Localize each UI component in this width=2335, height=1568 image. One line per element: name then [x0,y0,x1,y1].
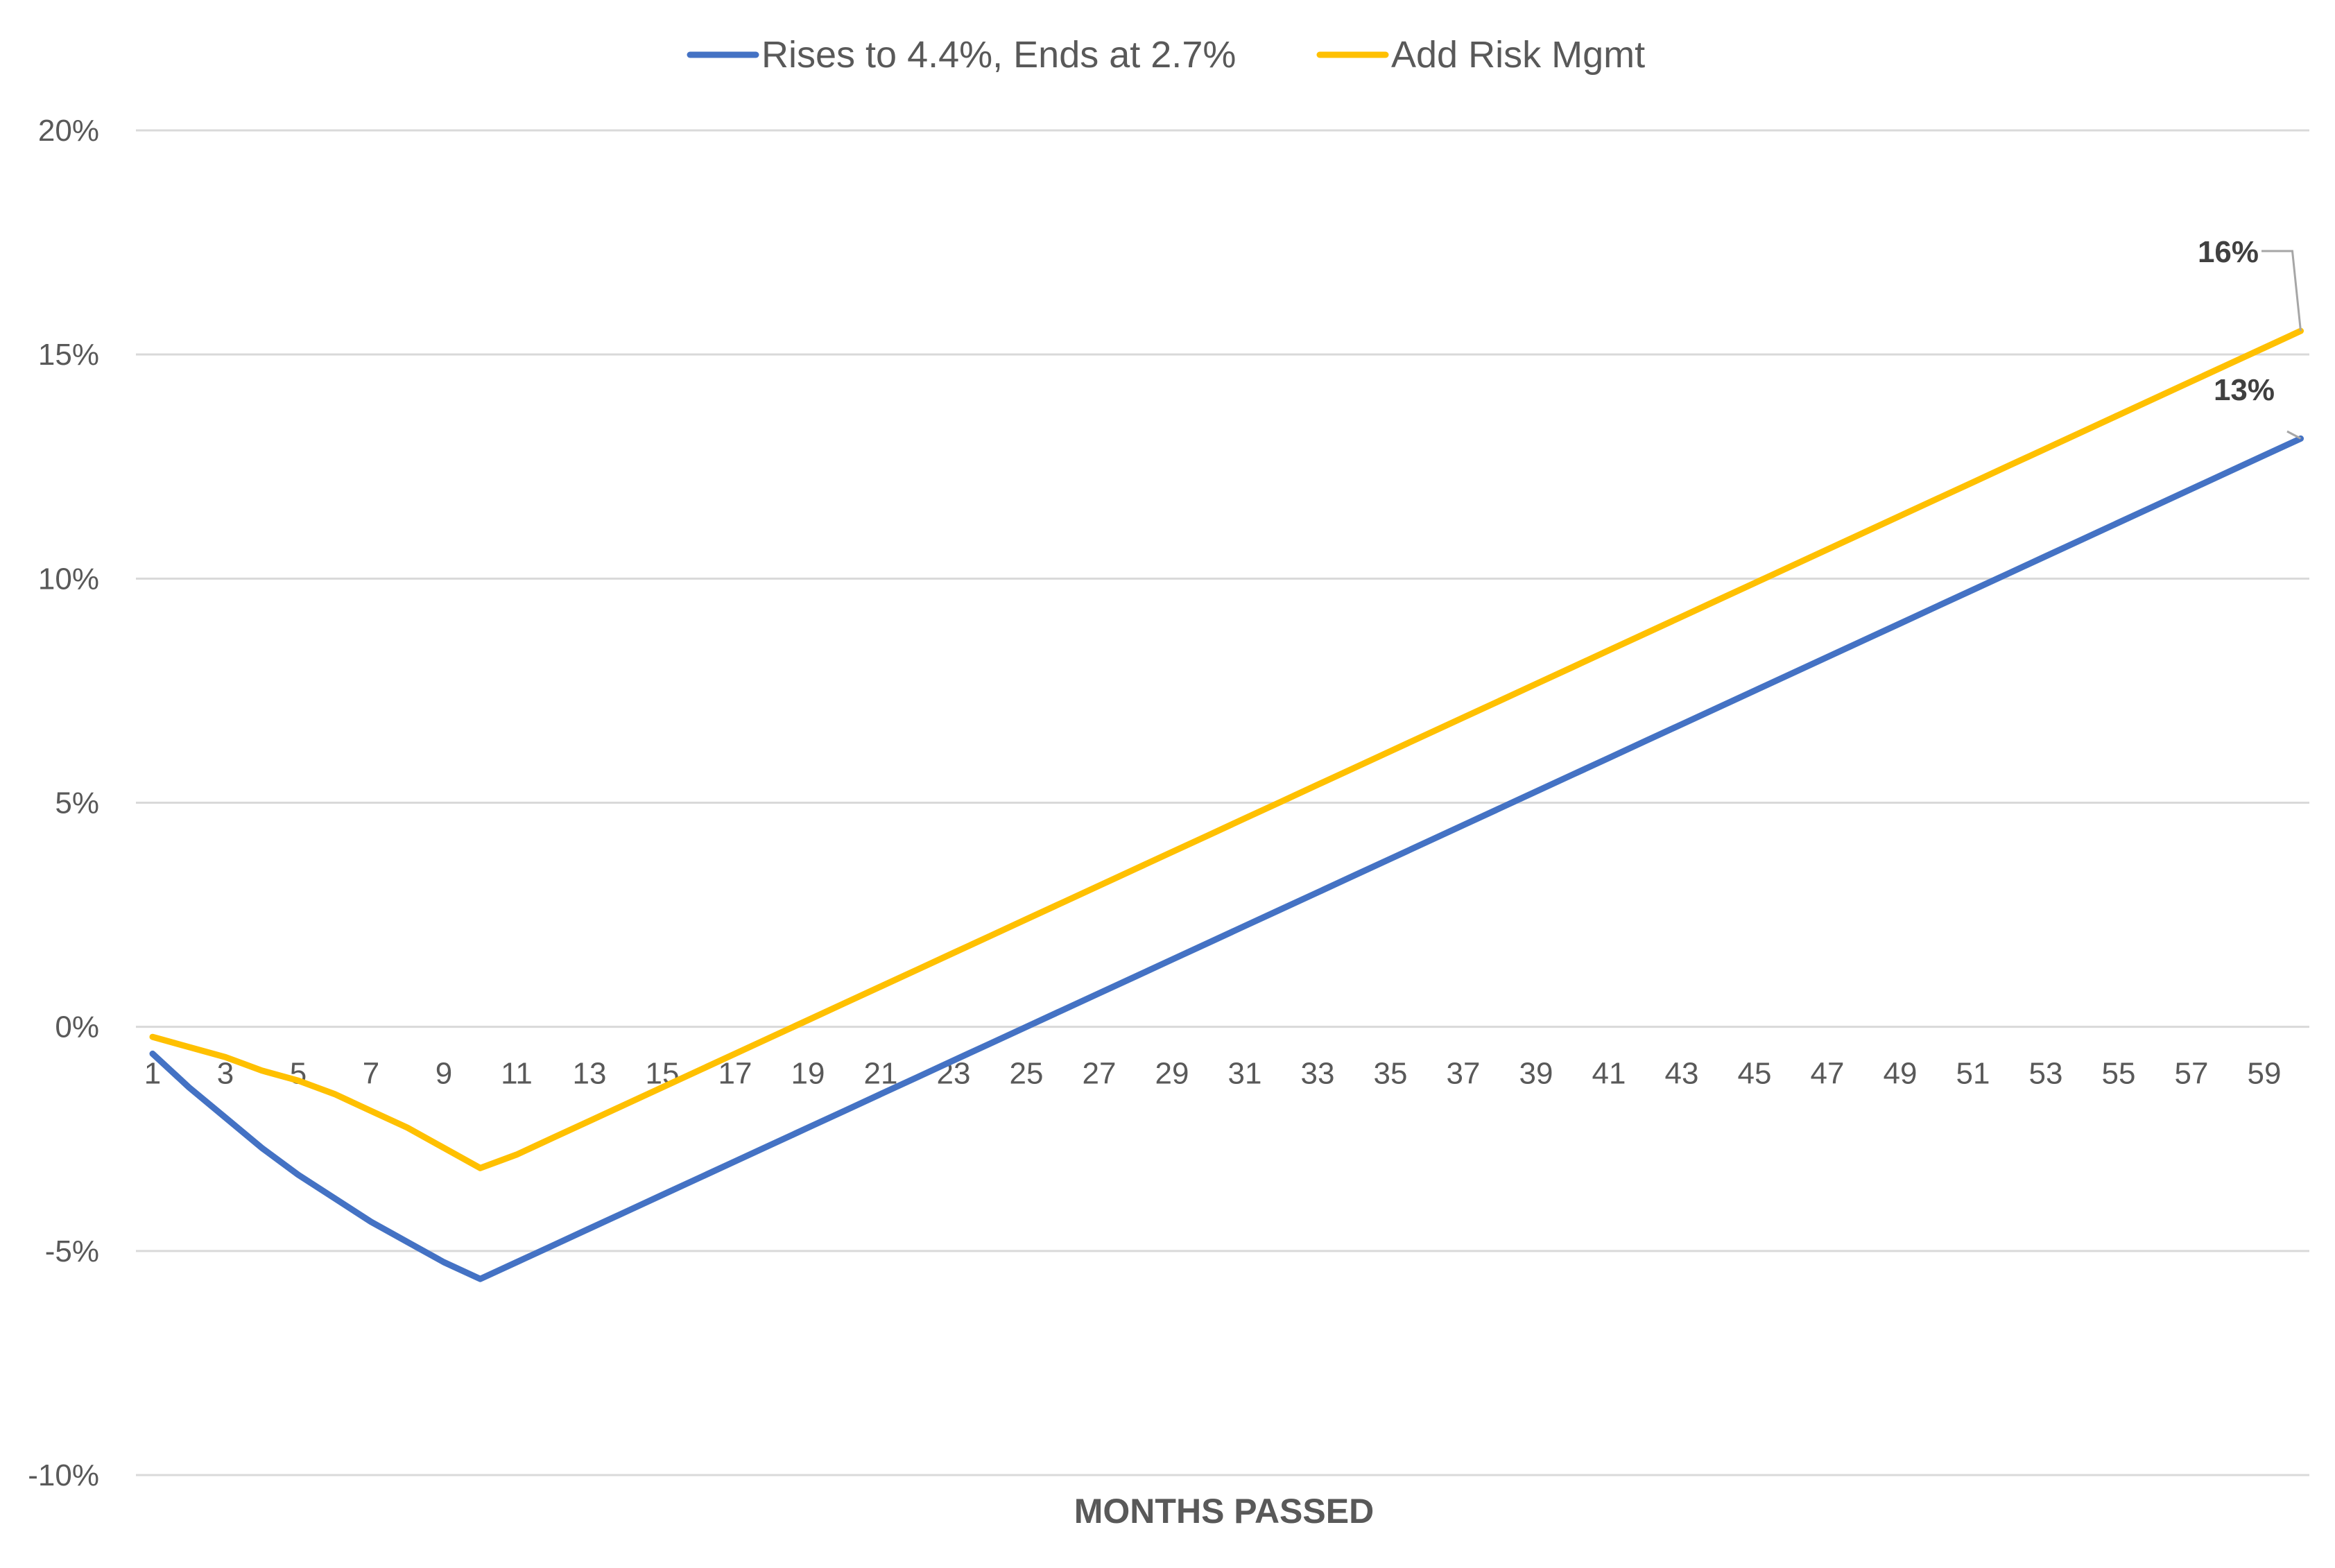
legend-label-series-2: Add Risk Mgmt [1391,34,1645,76]
legend-label-series-1: Rises to 4.4%, Ends at 2.7% [761,34,1236,76]
x-tick-label: 13 [573,1057,607,1091]
x-tick-label: 9 [436,1057,452,1091]
x-tick-label: 35 [1374,1057,1408,1091]
x-tick-label: 41 [1592,1057,1626,1091]
x-tick-label: 27 [1083,1057,1117,1091]
x-tick-label: 39 [1519,1057,1553,1091]
y-axis-tick-labels: 20% 15% 10% 5% 0% -5% -10% [28,114,99,1492]
x-tick-label: 7 [363,1057,379,1091]
y-tick-label: 15% [38,338,99,372]
x-tick-label: 11 [501,1057,533,1091]
x-tick-label: 25 [1010,1057,1044,1091]
x-tick-label: 33 [1301,1057,1335,1091]
x-axis-tick-labels: 1 3 5 7 9 11 13 15 17 19 21 23 25 27 29 31 33 35 37 39 41 43 4… [144,1057,2282,1091]
x-tick-label: 31 [1228,1057,1262,1091]
data-labels: 13% 16% [2198,235,2302,440]
series-line-1 [149,435,2304,1282]
y-tick-label: -10% [28,1458,99,1492]
leader-line [2261,250,2302,331]
x-tick-label: 53 [2029,1057,2063,1091]
x-tick-label: 45 [1738,1057,1772,1091]
data-label-series-2: 16% [2198,235,2259,269]
data-label-series-1: 13% [2214,373,2275,407]
x-tick-label: 19 [791,1057,825,1091]
x-tick-label: 47 [1811,1057,1845,1091]
x-tick-label: 57 [2175,1057,2209,1091]
y-tick-label: 20% [38,114,99,148]
leader-line [2286,430,2302,440]
x-tick-label: 49 [1884,1057,1918,1091]
x-tick-label: 29 [1155,1057,1189,1091]
x-axis-title: MONTHS PASSED [1074,1492,1374,1531]
legend: Rises to 4.4%, Ends at 2.7% Add Risk Mgm… [687,34,1645,76]
series-line-2 [149,327,2304,1171]
y-tick-label: 0% [55,1010,99,1044]
x-tick-label: 55 [2102,1057,2136,1091]
x-tick-label: 59 [2248,1057,2282,1091]
y-tick-label: 10% [38,562,99,596]
x-tick-label: 51 [1956,1057,1990,1091]
gridlines [136,129,2309,1476]
y-tick-label: 5% [55,786,99,820]
series-lines [149,327,2304,1282]
x-tick-label: 43 [1665,1057,1699,1091]
y-tick-label: -5% [45,1234,99,1268]
x-tick-label: 21 [864,1057,898,1091]
x-tick-label: 37 [1447,1057,1481,1091]
